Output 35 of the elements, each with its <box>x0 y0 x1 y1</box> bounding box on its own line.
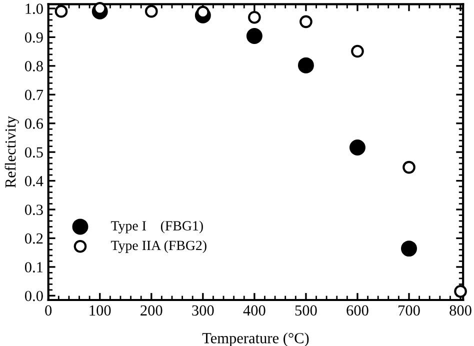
x-tick-label: 700 <box>398 305 420 316</box>
x-tick-label: 300 <box>192 305 214 316</box>
x-tick-label: 600 <box>346 305 368 316</box>
point <box>300 15 312 28</box>
point <box>351 44 364 58</box>
x-tick-label: 500 <box>295 305 317 316</box>
point <box>93 2 106 15</box>
x-tick-label: 400 <box>243 305 266 316</box>
point <box>298 57 314 74</box>
y-tick-label: 1.0 <box>26 4 43 14</box>
point <box>401 240 417 257</box>
x-tick-label: 800 <box>450 305 472 316</box>
y-axis-title: Reflectivity <box>4 116 19 188</box>
point <box>248 10 261 24</box>
x-tick-label: 100 <box>90 305 111 316</box>
y-tick-label: 0.2 <box>24 233 43 244</box>
x-tick-label: 200 <box>140 305 162 316</box>
point <box>54 4 68 18</box>
y-tick-label: 0.1 <box>24 262 43 272</box>
y-tick-label: 0.8 <box>24 61 43 72</box>
point <box>402 160 416 174</box>
legend-label: Type IIA (FBG2) <box>111 240 206 254</box>
y-tick-label: 0.0 <box>24 290 43 302</box>
y-tick-label: 0.5 <box>24 147 43 158</box>
point <box>246 28 262 44</box>
y-tick-label: 0.4 <box>24 176 44 186</box>
point <box>144 4 158 18</box>
legend-label: Type I (FBG1) <box>111 220 203 234</box>
x-tick-label: 0 <box>45 305 52 316</box>
y-tick-label: 0.3 <box>24 204 43 216</box>
x-axis-title: Temperature (°C) <box>202 332 309 346</box>
point <box>349 139 366 156</box>
y-tick-label: 0.9 <box>24 32 43 43</box>
y-tick-label: 0.6 <box>24 118 44 129</box>
y-tick-label: 0.7 <box>24 90 44 100</box>
